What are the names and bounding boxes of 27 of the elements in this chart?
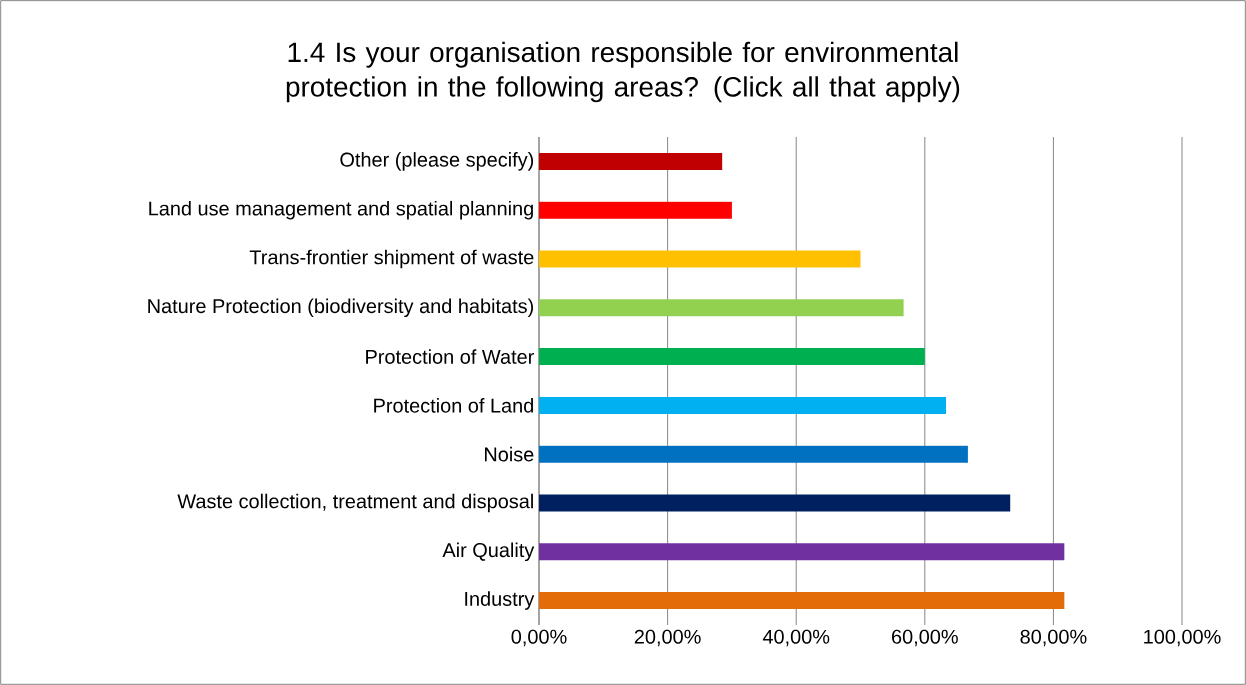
x-tick-label: 100,00% bbox=[1144, 629, 1221, 647]
x-tick-label: 80,00% bbox=[1020, 629, 1087, 647]
y-tick-label: Other (please specify) bbox=[340, 152, 534, 171]
y-tick-label: Noise bbox=[485, 446, 534, 462]
y-tick-label: Waste collection, treatment and disposal bbox=[177, 493, 533, 513]
bar bbox=[539, 201, 732, 219]
x-tick-label: 20,00% bbox=[634, 629, 701, 647]
x-tick-label: 60,00% bbox=[892, 629, 958, 647]
x-tick-label: 0,00% bbox=[511, 629, 567, 647]
y-tick-label: Industry bbox=[465, 591, 535, 610]
y-tick-label: Land use management and spatial planning bbox=[149, 200, 533, 220]
bar bbox=[539, 445, 968, 463]
y-tick-label: Protection of Land bbox=[374, 398, 533, 413]
y-tick-label: Trans-frontier shipment of waste bbox=[249, 249, 534, 269]
y-tick-label: Air Quality bbox=[442, 542, 535, 562]
bar bbox=[539, 396, 947, 414]
y-tick-label: Protection of Water bbox=[366, 349, 534, 364]
bar bbox=[539, 543, 1065, 561]
chart-title: 1.4 Is your organisation responsible for environmental protection in the following areas? (Click all that apply) bbox=[286, 41, 960, 103]
bar bbox=[539, 494, 1011, 512]
x-tick-label: 40,00% bbox=[762, 629, 830, 647]
bar bbox=[539, 348, 925, 366]
bar bbox=[539, 299, 904, 317]
bar bbox=[539, 592, 1065, 610]
bar bbox=[539, 152, 723, 170]
bar bbox=[539, 250, 861, 268]
y-tick-label: Nature Protection (biodiversity and habitats) bbox=[148, 298, 534, 318]
